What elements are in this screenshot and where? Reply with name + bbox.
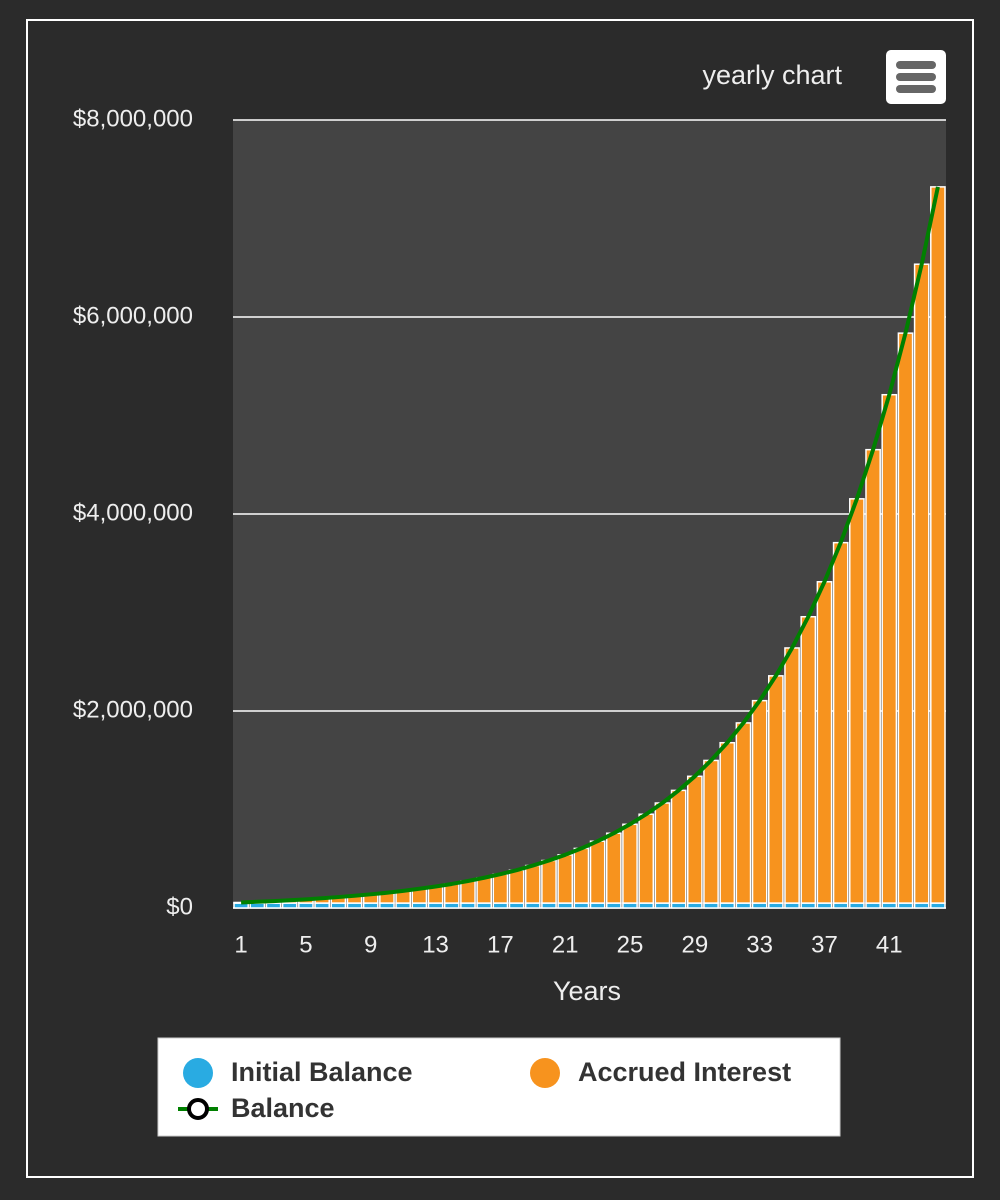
bar: [508, 869, 525, 904]
x-tick-label: 1: [234, 931, 247, 958]
bar: [686, 775, 703, 904]
x-tick-label: 5: [299, 931, 312, 958]
y-tick-label: $0: [166, 893, 193, 920]
x-tick-label: 29: [681, 931, 708, 958]
x-tick-label: 33: [746, 931, 773, 958]
menu-line: [896, 85, 936, 93]
bar: [622, 823, 638, 904]
legend-label: Balance: [231, 1093, 335, 1123]
bar: [881, 393, 898, 904]
x-tick-label: 37: [811, 931, 838, 958]
bar: [719, 741, 736, 904]
legend: [157, 1037, 841, 1137]
bar: [460, 880, 476, 904]
bar: [751, 699, 768, 904]
bar: [492, 873, 509, 904]
bar: [654, 802, 671, 904]
x-tick-label: 21: [552, 931, 579, 958]
line: [241, 186, 940, 905]
y-tick-label: $4,000,000: [73, 499, 193, 526]
bar: [930, 186, 946, 904]
bar: [670, 789, 687, 904]
legend-label: Accrued Interest: [578, 1057, 791, 1087]
bar: [557, 854, 574, 904]
bar: [784, 647, 800, 904]
x-tick-label: 9: [364, 931, 377, 958]
y-tick-label: $6,000,000: [73, 302, 193, 329]
chart-title: yearly chart: [702, 60, 842, 90]
x-tick-label: 13: [422, 931, 449, 958]
x-tick-label: 17: [487, 931, 514, 958]
x-axis-label: Years: [553, 976, 621, 1006]
bar: [605, 832, 622, 904]
legend-marker: [187, 1098, 209, 1120]
bar: [913, 263, 930, 904]
frame: [26, 19, 974, 1178]
bar: [443, 883, 460, 904]
bar: [476, 877, 493, 904]
legend-label: Initial Balance: [231, 1057, 413, 1087]
bar: [849, 498, 865, 904]
legend-marker: [530, 1058, 560, 1088]
bar: [541, 859, 557, 904]
bar: [865, 448, 881, 904]
legend-marker: [183, 1058, 213, 1088]
bar: [800, 615, 817, 904]
x-tick-label: 25: [617, 931, 644, 958]
menu-line: [896, 73, 936, 81]
bar: [897, 332, 914, 904]
bar: [703, 759, 719, 904]
y-tick-label: $8,000,000: [73, 105, 193, 132]
menu-button[interactable]: [886, 50, 946, 104]
bar: [524, 864, 541, 904]
bar: [638, 813, 655, 904]
bar: [735, 722, 752, 904]
bar: [589, 840, 606, 904]
bar: [832, 541, 849, 904]
bar: [768, 675, 784, 904]
bar: [816, 581, 833, 904]
menu-line: [896, 61, 936, 69]
bar: [573, 847, 590, 904]
y-tick-label: $2,000,000: [73, 696, 193, 723]
x-tick-label: 41: [876, 931, 903, 958]
